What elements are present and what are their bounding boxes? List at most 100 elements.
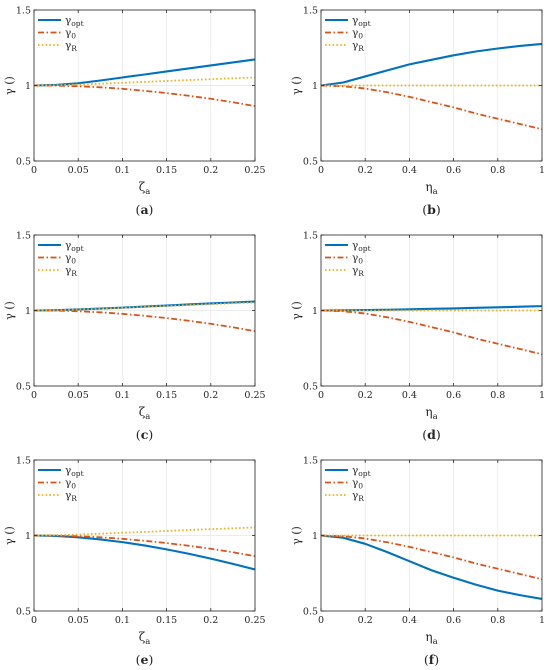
x-tick-label: 0.05 [68, 390, 89, 401]
legend-label-R: γR [65, 265, 77, 279]
legend-label-0: γ0 [352, 27, 363, 41]
series-line-opt [33, 58, 256, 87]
x-tick-label: 0.25 [244, 390, 265, 401]
x-tick-label: 0.2 [358, 390, 373, 401]
panel-label: (a) [136, 202, 154, 217]
series-line-0 [320, 309, 543, 356]
x-tick-label: 0.1 [115, 390, 130, 401]
y-tick-label: 1.5 [16, 6, 31, 17]
y-axis-label: γ () [3, 301, 16, 320]
x-axis-label: ηa [425, 180, 437, 197]
y-tick-label: 1 [25, 306, 31, 317]
panel-label: (e) [136, 652, 154, 667]
legend-label-R: γR [65, 40, 77, 54]
y-tick-label: 1.5 [303, 231, 318, 242]
legend-label-opt: γopt [65, 240, 84, 254]
series-line-0 [320, 534, 543, 581]
x-tick-label: 0.15 [156, 165, 177, 176]
legend-label-0: γ0 [65, 252, 76, 266]
series-line-0 [33, 309, 256, 333]
x-tick-label: 1 [539, 165, 545, 176]
y-tick-label: 1.5 [16, 456, 31, 467]
x-axis-label: ζa [139, 180, 151, 197]
series-line-R [33, 301, 256, 312]
y-tick-label: 0.5 [16, 382, 31, 393]
x-tick-label: 0 [31, 615, 37, 626]
y-tick-label: 1.5 [303, 456, 318, 467]
x-tick-label: 0.6 [446, 165, 461, 176]
y-tick-label: 1 [312, 531, 318, 542]
legend-label-0: γ0 [352, 477, 363, 491]
panel-label: (b) [422, 202, 441, 217]
series-line-0 [320, 84, 543, 131]
x-tick-label: 0.15 [156, 615, 177, 626]
x-tick-label: 0.2 [358, 165, 373, 176]
series-line-opt [320, 42, 543, 87]
y-tick-label: 1 [25, 81, 31, 92]
legend-label-opt: γopt [352, 240, 371, 254]
series-line-0 [33, 534, 256, 558]
x-tick-label: 0.1 [115, 165, 130, 176]
x-axis-label: ηa [425, 630, 437, 647]
y-tick-label: 1.5 [303, 6, 318, 17]
legend-label-opt: γopt [352, 15, 371, 29]
x-tick-label: 0.6 [446, 390, 461, 401]
series-line-0 [33, 84, 256, 108]
series-line-R [33, 76, 256, 87]
x-tick-label: 0.2 [203, 165, 218, 176]
legend-label-R: γR [352, 490, 364, 504]
y-tick-label: 1 [312, 81, 318, 92]
x-tick-label: 0.05 [68, 615, 89, 626]
y-tick-label: 1 [25, 531, 31, 542]
y-tick-label: 0.5 [303, 157, 318, 168]
x-tick-label: 0.2 [203, 390, 218, 401]
legend-label-R: γR [65, 490, 77, 504]
x-tick-label: 0.4 [402, 165, 417, 176]
series-line-opt [320, 305, 543, 312]
x-axis-label: ζa [139, 405, 151, 422]
legend-label-0: γ0 [352, 252, 363, 266]
series-line-R [33, 526, 256, 537]
x-tick-label: 0.05 [68, 165, 89, 176]
x-tick-label: 0.6 [446, 615, 461, 626]
y-axis-label: γ () [3, 76, 16, 95]
y-tick-label: 1.5 [16, 231, 31, 242]
legend-label-0: γ0 [65, 477, 76, 491]
panel-label: (c) [136, 427, 153, 442]
y-tick-label: 0.5 [303, 607, 318, 618]
x-tick-label: 0.8 [490, 390, 505, 401]
series-line-opt [320, 534, 543, 600]
x-tick-label: 0 [31, 390, 37, 401]
x-tick-label: 0.4 [402, 390, 417, 401]
x-tick-label: 0 [318, 615, 324, 626]
x-tick-label: 0.2 [358, 615, 373, 626]
x-tick-label: 1 [539, 390, 545, 401]
y-axis-label: γ () [290, 76, 303, 95]
x-axis-label: ζa [139, 630, 151, 647]
x-tick-label: 0.25 [244, 615, 265, 626]
x-tick-label: 0 [318, 165, 324, 176]
chart-panel-5: 0 0.05 0.1 0.15 0.2 0.25 0.5 1 1.5 γ () ζa γoptγ0γR… [3, 456, 266, 668]
x-tick-label: 0.8 [490, 615, 505, 626]
legend-label-R: γR [352, 265, 364, 279]
chart-panel-3: 0 0.05 0.1 0.15 0.2 0.25 0.5 1 1.5 γ () ζa γoptγ0γR… [3, 231, 266, 443]
y-axis-label: γ () [3, 526, 16, 545]
y-tick-label: 0.5 [16, 607, 31, 618]
legend-label-opt: γopt [65, 15, 84, 29]
y-axis-label: γ () [290, 526, 303, 545]
legend-label-R: γR [352, 40, 364, 54]
panel-label: (d) [422, 427, 441, 442]
series-line-opt [33, 534, 256, 571]
x-tick-label: 1 [539, 615, 545, 626]
x-axis-label: ηa [425, 405, 437, 422]
